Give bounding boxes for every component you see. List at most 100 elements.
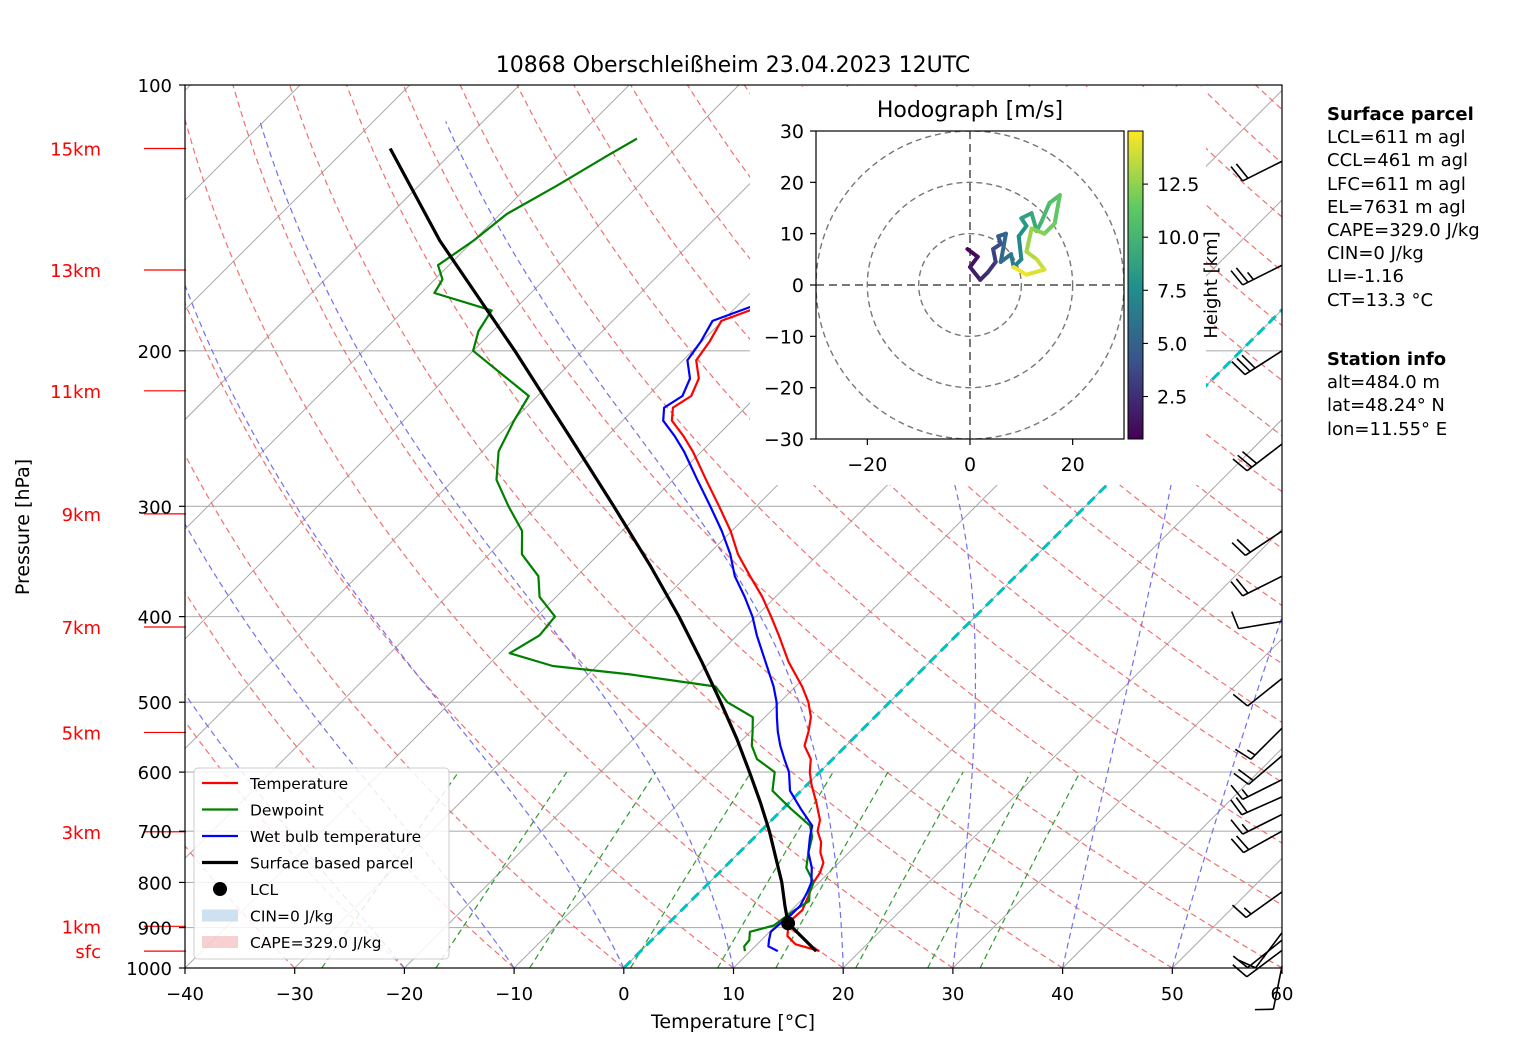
isotherm-line bbox=[842, 528, 1282, 968]
hodograph-segment bbox=[968, 254, 980, 270]
surface-el: EL=7631 m agl bbox=[1327, 196, 1466, 218]
wind-barb-flag bbox=[1232, 458, 1248, 472]
isotherm-line bbox=[513, 199, 1282, 968]
isotherm-line bbox=[1062, 747, 1282, 968]
x-tick-label: 50 bbox=[1161, 984, 1184, 1005]
legend-label: LCL bbox=[250, 881, 278, 899]
surface-ccl: CCL=461 m agl bbox=[1327, 150, 1469, 172]
wind-barb-flag bbox=[1232, 964, 1248, 978]
isotherm-line bbox=[185, 85, 520, 421]
wind-barb-flag bbox=[1235, 835, 1250, 851]
height-marker-label: 1km bbox=[62, 917, 101, 938]
wind-barb bbox=[1230, 830, 1283, 854]
wind-barb-flag bbox=[1241, 354, 1256, 369]
wind-barb-flag bbox=[1235, 163, 1249, 179]
isotherm-line bbox=[952, 638, 1282, 968]
hodograph-segment bbox=[965, 247, 980, 259]
surface-cin: CIN=0 J/kg bbox=[1327, 243, 1424, 265]
wind-barb-flag bbox=[1241, 451, 1258, 465]
freezing-isotherm bbox=[622, 307, 1282, 968]
wind-barb bbox=[1232, 949, 1283, 978]
wind-barb-flag bbox=[1230, 799, 1243, 816]
y-tick-label: 400 bbox=[138, 608, 172, 629]
x-tick-label: 0 bbox=[618, 984, 629, 1005]
wind-barb-staff bbox=[1247, 939, 1283, 969]
height-marker-label: sfc bbox=[75, 942, 101, 963]
hodograph-y-tick-label: −20 bbox=[764, 378, 804, 400]
wind-barb bbox=[1230, 796, 1283, 816]
mixing-ratio-line bbox=[855, 771, 964, 968]
wind-barb bbox=[1230, 611, 1283, 630]
x-tick-label: −10 bbox=[495, 984, 533, 1005]
surface-lcl: LCL=611 m agl bbox=[1327, 127, 1466, 149]
hodograph-y-tick-label: 20 bbox=[780, 172, 804, 194]
mixing-ratio-line bbox=[529, 771, 657, 968]
isotherm-line bbox=[185, 85, 411, 311]
hodograph-ring bbox=[917, 232, 1023, 338]
wind-barbs bbox=[1230, 160, 1283, 1011]
isotherm-line bbox=[733, 418, 1282, 968]
series-dewpoint-line bbox=[433, 137, 815, 952]
wind-barb bbox=[1232, 939, 1283, 969]
colorbar-tick-label: 5.0 bbox=[1157, 333, 1187, 355]
wind-barb bbox=[1238, 932, 1283, 969]
height-markers: sfc 1km 3km 5km 7km 9km 11km 13km 15km bbox=[50, 139, 186, 963]
wind-barb bbox=[1232, 443, 1283, 472]
wind-barb-staff bbox=[1242, 813, 1283, 835]
wind-barb-flag bbox=[1230, 611, 1240, 629]
height-marker-label: 5km bbox=[62, 723, 101, 744]
legend-entry: CIN=0 J/kg bbox=[202, 908, 333, 926]
colorbar-tick-label: 10.0 bbox=[1157, 227, 1199, 249]
y-tick-label: 300 bbox=[138, 497, 172, 518]
x-tick-label: 20 bbox=[832, 984, 855, 1005]
hodograph-y-tick-label: −30 bbox=[764, 429, 804, 451]
legend-entry: Dewpoint bbox=[202, 802, 324, 820]
hodograph-colorbar bbox=[1127, 130, 1144, 440]
wind-barb bbox=[1230, 575, 1283, 597]
wind-barb-half-flag bbox=[1243, 907, 1252, 915]
moist-adiabat bbox=[445, 121, 844, 968]
wind-barb-flag bbox=[1237, 454, 1253, 468]
chart-title: 10868 Oberschleißheim 23.04.2023 12UTC bbox=[496, 53, 971, 78]
hodograph-segment bbox=[1039, 200, 1052, 223]
x-tick-label: 40 bbox=[1051, 984, 1074, 1005]
hodograph-segment bbox=[1029, 226, 1047, 236]
wind-barb bbox=[1231, 530, 1283, 557]
hodograph-segment bbox=[991, 247, 998, 264]
cape-shading bbox=[706, 479, 824, 924]
mixing-ratio-line bbox=[629, 771, 752, 968]
wind-barb-staff bbox=[1244, 530, 1283, 557]
y-tick-label: 200 bbox=[138, 342, 172, 363]
height-marker-label: 3km bbox=[62, 823, 101, 844]
y-tick-label: 800 bbox=[138, 873, 172, 894]
legend-label: CIN=0 J/kg bbox=[250, 908, 333, 926]
wind-barb-staff bbox=[1245, 891, 1283, 919]
height-marker-label: 9km bbox=[62, 505, 101, 526]
wind-barb-flag bbox=[1230, 270, 1244, 286]
y-tick-label: 900 bbox=[138, 919, 172, 940]
moist-adiabat bbox=[185, 283, 625, 968]
wind-barb-staff bbox=[1242, 575, 1283, 597]
wind-barb-flag bbox=[1233, 772, 1250, 786]
colorbar-tick-label: 2.5 bbox=[1157, 387, 1187, 409]
legend-label: Surface based parcel bbox=[250, 855, 413, 873]
legend-entry: Surface based parcel bbox=[202, 855, 413, 873]
hodograph-segment bbox=[1042, 221, 1057, 236]
wind-barb-staff bbox=[1242, 264, 1283, 286]
wind-barb bbox=[1231, 891, 1283, 919]
station-lat: lat=48.24° N bbox=[1327, 395, 1445, 417]
hodograph-plot bbox=[816, 131, 1124, 439]
wind-barb-half-flag bbox=[1246, 749, 1256, 756]
surface-cape: CAPE=329.0 J/kg bbox=[1327, 220, 1480, 242]
hodograph-segment bbox=[985, 259, 998, 275]
legend-box bbox=[193, 767, 450, 960]
x-tick-label: 60 bbox=[1271, 984, 1294, 1005]
wind-barb bbox=[1230, 813, 1283, 835]
wind-barb-flag bbox=[1238, 959, 1256, 969]
legend-label: Wet bulb temperature bbox=[250, 828, 421, 846]
y-tick-label: 500 bbox=[138, 693, 172, 714]
wind-barb bbox=[1254, 965, 1283, 1011]
hodograph-title: Hodograph [m/s] bbox=[877, 98, 1063, 123]
wind-barb-staff bbox=[1250, 727, 1283, 760]
legend-swatch-patch bbox=[202, 936, 238, 948]
